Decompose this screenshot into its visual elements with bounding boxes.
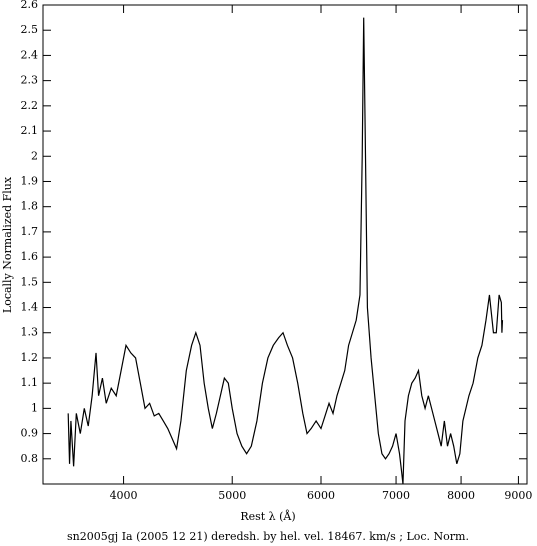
y-tick-label: 1.1 [21, 376, 39, 389]
caption: sn2005gj Ia (2005 12 21) deredsh. by hel… [67, 530, 469, 543]
x-tick-label: 8000 [447, 489, 475, 502]
y-tick-label: 1.6 [21, 250, 39, 263]
x-tick-label: 9000 [504, 489, 532, 502]
y-tick-label: 1.2 [21, 351, 39, 364]
x-axis-label: Rest λ (Å) [240, 509, 295, 523]
y-tick-label: 2.4 [21, 48, 39, 61]
y-tick-label: 0.8 [21, 452, 39, 465]
y-tick-label: 1 [31, 401, 38, 414]
y-tick-label: 1.5 [21, 275, 39, 288]
y-tick-label: 1.8 [21, 200, 39, 213]
y-tick-label: 1.4 [21, 301, 39, 314]
y-tick-label: 1.7 [21, 225, 39, 238]
x-tick-label: 4000 [110, 489, 138, 502]
y-tick-label: 1.3 [21, 326, 39, 339]
y-tick-label: 2.1 [21, 124, 39, 137]
x-tick-label: 7000 [382, 489, 410, 502]
x-tick-label: 6000 [307, 489, 335, 502]
y-axis-label: Locally Normalized Flux [1, 176, 14, 313]
y-tick-label: 0.9 [21, 427, 39, 440]
y-tick-label: 2.3 [21, 74, 39, 87]
y-tick-label: 2.2 [21, 99, 39, 112]
y-tick-label: 2.6 [21, 0, 39, 11]
spectrum-line [67, 17, 504, 484]
x-tick-label: 5000 [218, 489, 246, 502]
plot-frame [42, 4, 528, 485]
y-tick-label: 2 [31, 149, 38, 162]
y-tick-label: 1.9 [21, 174, 39, 187]
y-tick-label: 2.5 [21, 23, 39, 36]
